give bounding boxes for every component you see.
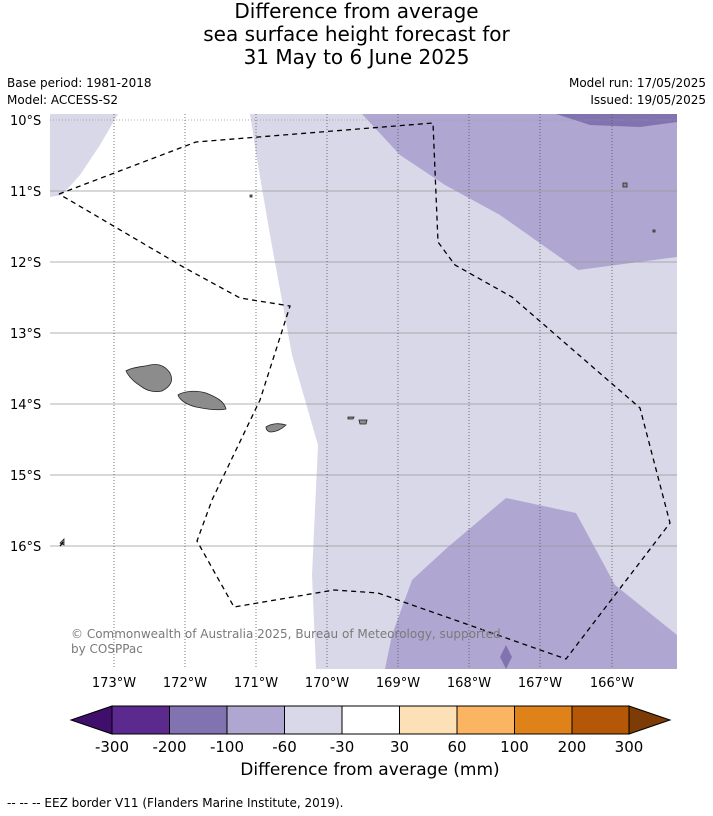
colorbar-segment xyxy=(456,705,515,735)
copyright-line-1: © Commonwealth of Australia 2025, Bureau… xyxy=(71,627,501,641)
lon-label: 167°W xyxy=(518,676,562,691)
tutuila-island xyxy=(265,423,287,433)
upolu-island xyxy=(177,390,227,411)
swains-islet xyxy=(249,194,253,198)
colorbar-tick-label: 100 xyxy=(500,738,529,756)
title-line-1: Difference from average xyxy=(234,0,479,23)
eez-footnote: -- -- -- EEZ border V11 (Flanders Marine… xyxy=(7,796,344,810)
lat-label: 14°S xyxy=(10,398,41,413)
gridlines xyxy=(50,114,677,669)
colorbar-segment xyxy=(284,705,343,735)
lat-label: 15°S xyxy=(10,469,41,484)
colorbar-segment xyxy=(399,705,458,735)
colorbar-tick-label: -100 xyxy=(210,738,244,756)
colorbar-extend-low xyxy=(69,705,113,735)
model-run-text: Model run: 17/05/2025 xyxy=(568,76,706,90)
copyright-line-2: by COSPPac xyxy=(71,642,143,656)
colorbar-tick-label: -30 xyxy=(330,738,355,756)
model-text: Model: ACCESS-S2 xyxy=(7,93,119,107)
latitude-labels: 10°S 11°S 12°S 13°S 14°S 15°S 16°S xyxy=(10,114,41,555)
colorbar: -300 -200 -100 -60 -30 30 60 100 200 300 xyxy=(69,705,672,756)
eez-border-southwest xyxy=(59,540,65,547)
meta-right: Model run: 17/05/2025 Issued: 19/05/2025 xyxy=(569,75,706,109)
lon-label: 173°W xyxy=(92,676,136,691)
title-line-3: 31 May to 6 June 2025 xyxy=(243,45,470,69)
lat-label: 10°S xyxy=(10,114,41,129)
northeast-islet xyxy=(622,182,628,188)
lat-label: 12°S xyxy=(10,256,41,271)
lon-label: 168°W xyxy=(447,676,491,691)
lon-label: 170°W xyxy=(305,676,349,691)
map-plot xyxy=(50,114,677,669)
lon-label: 172°W xyxy=(163,676,207,691)
colorbar-segment xyxy=(169,705,228,735)
anomaly-region-medium-ne xyxy=(362,114,677,270)
colorbar-tick-label: 200 xyxy=(558,738,587,756)
eez-border xyxy=(58,122,671,660)
colorbar-tick-label: 30 xyxy=(390,738,409,756)
colorbar-tick-label: 60 xyxy=(447,738,466,756)
map-title: Difference from average sea surface heig… xyxy=(0,0,713,69)
colorbar-segment xyxy=(514,705,573,735)
lat-label: 11°S xyxy=(10,185,41,200)
lat-label: 13°S xyxy=(10,327,41,342)
savaii-island xyxy=(125,364,172,393)
title-line-2: sea surface height forecast for xyxy=(203,22,510,46)
manua-island xyxy=(347,416,355,420)
colorbar-tick-label: -60 xyxy=(272,738,297,756)
land-masses xyxy=(59,182,656,546)
issued-text: Issued: 19/05/2025 xyxy=(590,93,706,107)
eez-border-tokelau xyxy=(58,122,671,660)
colorbar-segment xyxy=(226,705,285,735)
lat-label: 16°S xyxy=(10,540,41,555)
base-period-text: Base period: 1981-2018 xyxy=(7,76,152,90)
colorbar-segment xyxy=(111,705,170,735)
colorbar-tick-label: -300 xyxy=(95,738,129,756)
anomaly-region-dark-ne xyxy=(556,114,677,127)
east-islet xyxy=(652,229,656,233)
colorbar-tick-label: -200 xyxy=(152,738,186,756)
map-panel: 10°S 11°S 12°S 13°S 14°S 15°S 16°S 173°W… xyxy=(10,114,677,691)
colorbar-segment xyxy=(341,705,400,735)
longitude-labels: 173°W 172°W 171°W 170°W 169°W 168°W 167°… xyxy=(92,676,634,691)
colorbar-ticks: -300 -200 -100 -60 -30 30 60 100 200 300 xyxy=(95,738,643,756)
anomaly-region-dark-s xyxy=(500,645,512,669)
manua-island xyxy=(358,419,368,425)
colorbar-tick-label: 300 xyxy=(615,738,644,756)
lon-label: 166°W xyxy=(590,676,634,691)
colorbar-extend-high xyxy=(628,705,672,735)
colorbar-segment xyxy=(571,705,630,735)
colorbar-segments xyxy=(69,705,672,735)
anomaly-region-medium-s xyxy=(385,498,677,669)
anomaly-region-light-nw xyxy=(50,114,118,197)
lon-label: 169°W xyxy=(376,676,420,691)
lon-label: 171°W xyxy=(234,676,278,691)
colorbar-label: Difference from average (mm) xyxy=(240,760,500,780)
meta-left: Base period: 1981-2018 Model: ACCESS-S2 xyxy=(7,75,152,109)
